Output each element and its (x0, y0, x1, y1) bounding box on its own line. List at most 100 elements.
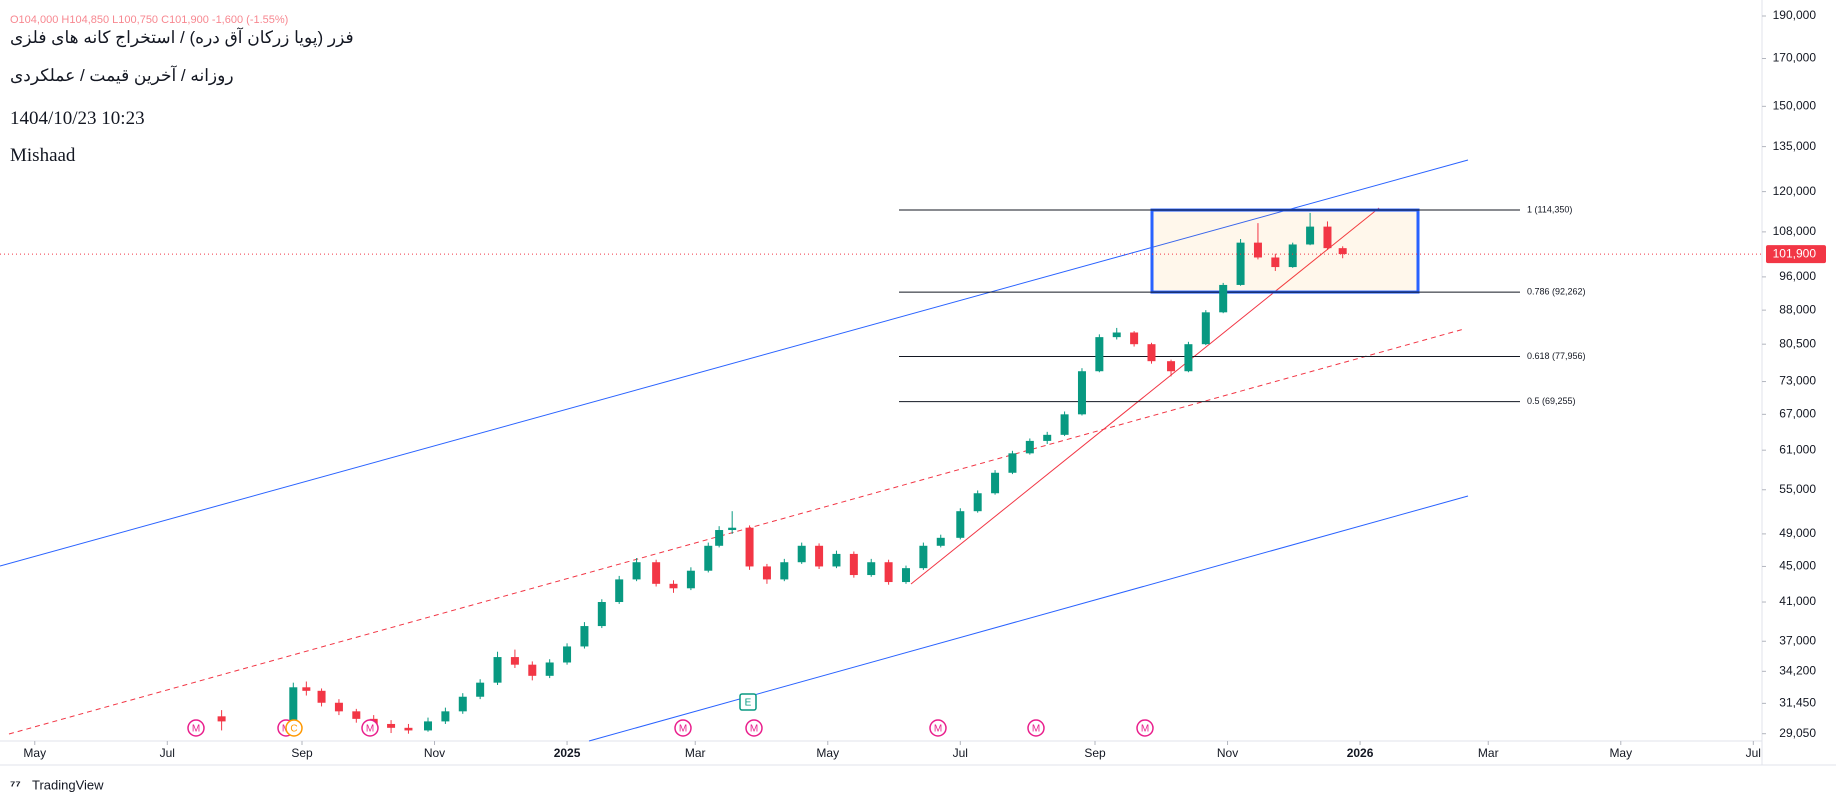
candle-body (901, 568, 910, 583)
timestamp: 1404/10/23 10:23 (10, 108, 145, 129)
event-marker (929, 719, 947, 737)
candle-body (1271, 257, 1280, 268)
event-label: C (290, 724, 297, 735)
x-tick-label: Sep (1084, 746, 1106, 760)
candle-body (669, 583, 678, 589)
y-tick-label: 34,200 (1779, 663, 1816, 677)
title: فزر (پویا زرکان آق دره) / استخراج کانه ه… (10, 28, 354, 47)
candle-body (317, 690, 326, 703)
candle-body (632, 562, 641, 580)
y-tick-label: 170,000 (1773, 51, 1817, 65)
candle-body (1112, 332, 1121, 338)
branding: TradingView (32, 777, 104, 792)
x-tick-label: May (1609, 746, 1632, 760)
candle-body (728, 527, 737, 531)
candle-body (580, 626, 589, 647)
x-tick-label: Mar (1478, 746, 1499, 760)
candle-body (334, 702, 343, 712)
plot: 29,050 31,450 34,200 37,000 41,000 45,000 49,0… (0, 8, 1816, 760)
y-tick-label: 37,000 (1779, 633, 1816, 647)
event-marker (285, 719, 303, 737)
y-tick-label: 67,000 (1779, 407, 1816, 421)
candle-body (1338, 248, 1347, 255)
event-label: E (745, 698, 752, 709)
candle-body (762, 566, 771, 580)
y-tick-label: 41,000 (1779, 594, 1816, 608)
ohlc: C101,900 (161, 14, 209, 26)
candle-body (832, 553, 841, 567)
candle-body (563, 646, 572, 663)
candle-body (956, 511, 965, 538)
ohlc: H104,850 (61, 14, 110, 26)
y-tick-label: 29,050 (1779, 726, 1816, 740)
candle-body (1253, 242, 1262, 258)
candle-body (884, 562, 893, 583)
y-tick-label: 55,000 (1779, 482, 1816, 496)
candle-body (1306, 226, 1315, 245)
y-tick-label: 88,000 (1779, 302, 1816, 316)
candle-body (352, 711, 361, 719)
candle-body (510, 657, 519, 665)
candle-body (652, 562, 661, 584)
channel-lower (588, 495, 1469, 742)
y-tick-label: 31,450 (1779, 696, 1816, 710)
y-tick-label: 120,000 (1773, 184, 1817, 198)
ohlc: O104,000 (10, 14, 59, 26)
event-label: M (934, 724, 942, 735)
brand-logo: ⁷⁷ (10, 777, 21, 792)
candle-body (936, 537, 945, 546)
subtitle: روزانه / آخرین قیمت / عملکردی (10, 66, 234, 85)
last-price-label: 101,900 (1773, 246, 1817, 260)
event-marker (745, 719, 763, 737)
candle-body (1288, 244, 1297, 268)
event-marker (187, 719, 205, 737)
event-label: M (1032, 724, 1040, 735)
fib-label: 0.786 (92,262) (1527, 286, 1586, 296)
event-label: M (1141, 724, 1149, 735)
x-tick-label: Mar (685, 746, 706, 760)
x-tick-label: Nov (1217, 746, 1238, 760)
candle-body (476, 682, 485, 697)
event-label: M (366, 724, 374, 735)
event-label: M (192, 724, 200, 735)
candle-body (387, 723, 396, 728)
event-label: M (750, 724, 758, 735)
candle-body (1025, 440, 1034, 454)
x-tick-label: Jul (160, 746, 175, 760)
candle-body (1236, 242, 1245, 285)
x-tick-label: May (23, 746, 46, 760)
candle-body (528, 664, 537, 676)
y-tick-label: 108,000 (1773, 224, 1817, 238)
x-tick-label: May (816, 746, 839, 760)
fib-label: 0.618 (77,956) (1527, 351, 1586, 361)
y-tick-label: 73,000 (1779, 374, 1816, 388)
y-tick-label: 49,000 (1779, 526, 1816, 540)
y-tick-label: 80,500 (1779, 336, 1816, 350)
candle-body (1077, 371, 1086, 415)
candle-body (780, 562, 789, 580)
trend-dashed (8, 328, 1465, 735)
y-tick-label: 96,000 (1779, 269, 1816, 283)
trend-line (910, 207, 1380, 585)
candle-body (973, 493, 982, 512)
candle-body (1095, 337, 1104, 372)
author: Mishaad (10, 145, 76, 166)
candle-body (1060, 414, 1069, 435)
candle-body (1219, 284, 1228, 313)
candle-body (615, 579, 624, 603)
candle-body (849, 553, 858, 576)
change: -1,600 (-1.55%) (211, 14, 289, 26)
candle-body (991, 472, 1000, 494)
candle-body (1184, 344, 1193, 372)
candle-body (302, 687, 311, 691)
x-tick-label: Jul (1746, 746, 1761, 760)
x-tick-label: Nov (424, 746, 445, 760)
event-marker (674, 719, 692, 737)
candle-body (1147, 344, 1156, 362)
candle-body (404, 727, 413, 731)
candle-body (493, 657, 502, 683)
channel-upper (0, 159, 1469, 567)
range-box (1150, 208, 1420, 294)
